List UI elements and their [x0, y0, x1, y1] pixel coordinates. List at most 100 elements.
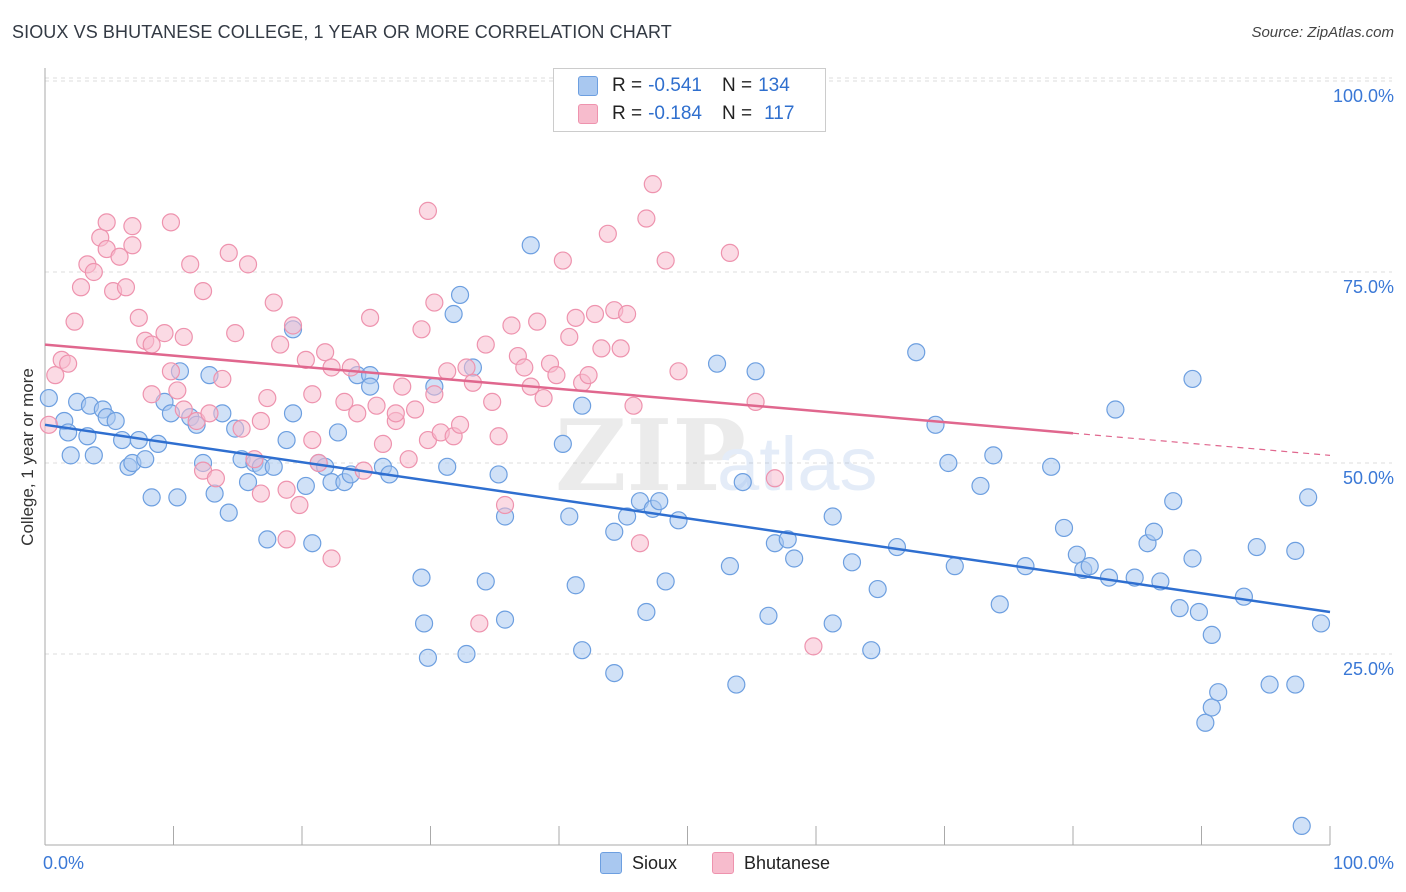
- bhutanese-point: [277, 480, 296, 499]
- sioux-point: [1247, 537, 1266, 557]
- bhutanese-point: [637, 209, 656, 228]
- bhutanese-point: [566, 308, 585, 327]
- bhutanese-point: [316, 343, 335, 362]
- sioux-point: [39, 388, 58, 408]
- sioux-legend-swatch: [600, 852, 622, 874]
- sioux-point: [238, 473, 258, 492]
- sioux-point: [476, 572, 495, 591]
- y-tick-label-75: 75.0%: [1342, 277, 1394, 297]
- bhutanese-legend-swatch: [712, 852, 734, 874]
- bhutanese-point: [425, 293, 444, 312]
- bhutanese-point: [251, 411, 270, 431]
- sioux-point: [573, 396, 592, 415]
- sioux-point: [1106, 400, 1125, 419]
- sioux-point: [720, 557, 740, 576]
- bhutanese-point: [200, 404, 219, 423]
- sioux-point: [521, 236, 540, 255]
- sioux-point: [444, 304, 463, 324]
- sioux-r-value: -0.541: [648, 75, 702, 96]
- axes: [44, 68, 1331, 846]
- correlation-legend: R = -0.541 N = 134 R = -0.184 N = 117: [553, 68, 826, 132]
- bhutanese-point: [476, 335, 495, 354]
- bhutanese-point: [495, 495, 515, 515]
- sioux-point: [277, 430, 296, 450]
- bhutanese-point: [335, 392, 354, 411]
- bhutanese-point: [232, 419, 251, 438]
- sioux-legend-label: Sioux: [632, 852, 678, 873]
- bhutanese-r-value: -0.184: [648, 103, 702, 124]
- bhutanese-point: [418, 201, 438, 220]
- bhutanese-point: [502, 316, 521, 335]
- bhutanese-point: [129, 308, 148, 327]
- bhutanese-point: [277, 530, 296, 549]
- sioux-point: [1196, 713, 1215, 732]
- sioux-point: [1234, 587, 1254, 606]
- bhutanese-trend-line: [44, 343, 1074, 435]
- bhutanese-point: [161, 213, 181, 232]
- sioux-point: [1202, 698, 1221, 717]
- bhutanese-point: [174, 327, 193, 347]
- bhutanese-point: [46, 366, 65, 385]
- sioux-point: [418, 648, 438, 667]
- bhutanese-legend-label: Bhutanese: [744, 852, 831, 873]
- sioux-point: [1080, 557, 1099, 576]
- n-label: N =: [721, 75, 753, 96]
- sioux-point: [733, 473, 752, 492]
- bhutanese-point: [804, 637, 823, 656]
- bhutanese-point: [393, 377, 412, 396]
- sioux-point: [605, 663, 624, 683]
- sioux-point: [1209, 683, 1228, 702]
- source-label: Source: ZipAtlas.com: [1251, 24, 1394, 41]
- bhutanese-point: [611, 339, 630, 358]
- bhutanese-point: [271, 335, 290, 354]
- y-tick-label-50: 50.0%: [1342, 468, 1394, 488]
- sioux-point: [746, 362, 765, 381]
- trend-lines: [44, 343, 1331, 614]
- legend-item-sioux[interactable]: Sioux: [600, 852, 677, 874]
- sioux-point: [438, 457, 457, 476]
- sioux-point: [1054, 518, 1074, 538]
- sioux-trend-line: [44, 423, 1331, 614]
- sioux-swatch: [578, 76, 598, 96]
- sioux-point: [258, 530, 277, 549]
- sioux-point: [1292, 816, 1311, 836]
- sioux-point: [707, 354, 727, 373]
- bhutanese-point: [399, 450, 418, 469]
- bhutanese-point: [560, 327, 579, 347]
- bhutanese-point: [123, 236, 142, 255]
- bhutanese-point: [181, 255, 200, 274]
- bhutanese-point: [348, 404, 367, 423]
- bhutanese-point: [528, 312, 547, 331]
- bhutanese-point: [219, 243, 238, 262]
- bhutanese-point: [155, 324, 174, 343]
- sioux-point: [778, 530, 797, 549]
- n-label: N =: [721, 103, 753, 124]
- bhutanese-point: [630, 534, 650, 553]
- sioux-point: [1189, 602, 1209, 622]
- sioux-point: [1042, 457, 1061, 476]
- bhutanese-point: [457, 358, 476, 377]
- legend-row-sioux: R = -0.541 N = 134: [578, 74, 790, 98]
- bhutanese-point: [425, 385, 444, 404]
- bhutanese-point: [283, 316, 303, 335]
- sioux-point: [61, 446, 80, 465]
- bhutanese-point: [553, 251, 572, 270]
- bhutanese-point: [168, 381, 187, 400]
- sioux-point: [414, 614, 434, 633]
- sioux-point: [637, 602, 656, 622]
- sioux-point: [142, 488, 161, 507]
- series-legend: Sioux Bhutanese: [0, 852, 1406, 876]
- legend-item-bhutanese[interactable]: Bhutanese: [712, 852, 830, 874]
- sioux-point: [489, 465, 508, 484]
- sioux-point: [148, 434, 168, 453]
- bhutanese-point: [258, 388, 277, 408]
- bhutanese-point: [515, 358, 534, 377]
- sioux-point: [84, 446, 103, 465]
- sioux-point: [328, 423, 348, 442]
- x-tick-label-max: 100.0%: [1332, 853, 1394, 873]
- bhutanese-n-value: 117: [764, 103, 795, 124]
- sioux-point: [785, 549, 804, 568]
- sioux-point: [926, 415, 945, 434]
- bhutanese-point: [303, 385, 322, 404]
- bhutanese-points: [39, 175, 823, 656]
